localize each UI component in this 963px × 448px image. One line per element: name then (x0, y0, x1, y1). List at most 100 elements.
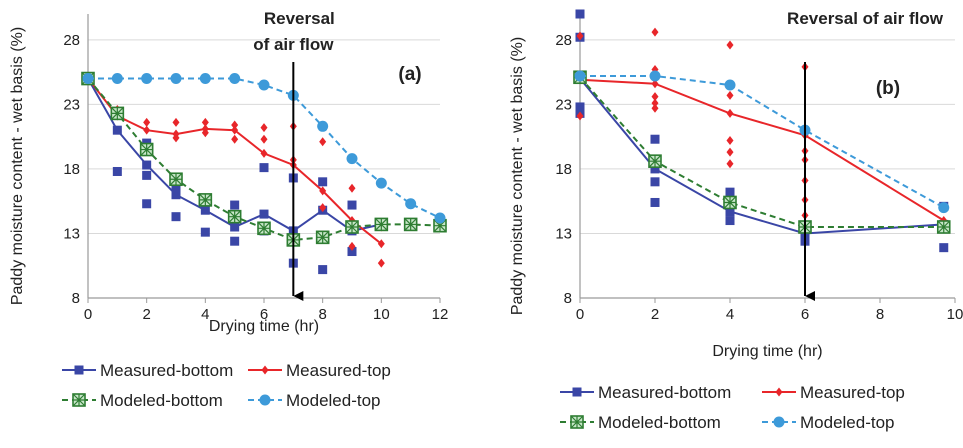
data-point-hatch (257, 221, 271, 235)
data-point (82, 73, 94, 85)
data-point (726, 108, 734, 118)
legend-marker (572, 387, 582, 397)
data-point-hatch (648, 154, 662, 168)
scatter-point (142, 170, 152, 180)
data-point (374, 217, 389, 232)
x-tick-label: 10 (373, 306, 390, 323)
data-point (936, 220, 951, 234)
data-point (345, 220, 359, 234)
scatter-point (348, 241, 356, 251)
data-point-hatch (140, 143, 154, 156)
scatter-point (260, 123, 268, 133)
y-tick-label: 13 (555, 225, 572, 242)
data-point (405, 198, 417, 210)
annotation-text: Reversal of air flow (787, 9, 944, 28)
y-tick-label: 8 (72, 290, 80, 307)
scatter-point (318, 177, 328, 187)
y-tick-label: 23 (555, 96, 572, 113)
x-tick-label: 0 (576, 306, 584, 323)
scatter-point (575, 9, 585, 19)
legend-marker (261, 365, 269, 375)
data-point (403, 217, 418, 232)
data-point (346, 153, 358, 165)
data-point (377, 239, 385, 249)
x-tick-label: 2 (651, 306, 659, 323)
data-point (649, 70, 661, 82)
legend-item: Measured-top (762, 383, 905, 402)
y-tick-label: 8 (564, 290, 572, 307)
scatter-point (230, 236, 240, 246)
data-point (375, 177, 387, 189)
data-point (258, 79, 270, 91)
legend-label: Measured-bottom (598, 383, 731, 402)
scatter-point (171, 183, 181, 193)
data-point-hatch (228, 210, 242, 224)
data-point (169, 172, 183, 187)
x-tick-label: 0 (84, 306, 92, 323)
annotation-line-1: Reversal (264, 9, 335, 28)
chart-panel-b: 8 13 18 23 28 0 2 4 6 8 10 Drying time (hr) Paddy mo… (509, 9, 963, 432)
data-point-hatch (110, 106, 124, 120)
data-point (200, 205, 210, 215)
scatter-point (200, 227, 210, 237)
series-measured-bottom (575, 9, 949, 253)
data-point-hatch (169, 172, 183, 186)
legend-label: Measured-top (286, 361, 391, 380)
data-point-hatch (433, 219, 447, 233)
scatter-point (726, 90, 734, 100)
data-point (317, 120, 329, 132)
data-point (170, 73, 182, 85)
data-point (260, 148, 268, 158)
scatter-point (939, 243, 949, 253)
legend-label: Modeled-top (800, 413, 895, 432)
scatter-point (575, 102, 585, 112)
data-point (725, 207, 735, 217)
series-measured-top (576, 27, 948, 232)
legend-label: Measured-bottom (100, 361, 233, 380)
scatter-point (142, 199, 152, 209)
legend-marker (72, 393, 86, 407)
data-point (230, 222, 240, 232)
data-point (651, 79, 659, 89)
series-modeled-top (82, 73, 446, 224)
data-point-hatch (316, 230, 330, 244)
data-point (143, 125, 151, 135)
data-point (723, 195, 737, 210)
data-point (112, 125, 122, 135)
data-point (319, 186, 327, 196)
scatter-point (650, 177, 660, 187)
data-point-hatch (374, 217, 388, 231)
data-point-hatch (937, 220, 951, 234)
x-tick-label: 2 (142, 306, 150, 323)
legend-label: Modeled-top (286, 391, 381, 410)
scatter-point (260, 134, 268, 144)
scatter-point (348, 183, 356, 193)
legend-item: Modeled-bottom (560, 413, 721, 432)
y-tick-label: 13 (63, 225, 80, 242)
data-point (110, 106, 125, 121)
scatter-point (651, 98, 659, 108)
data-point (227, 209, 242, 224)
data-point (198, 193, 213, 207)
x-tick-label: 8 (876, 306, 884, 323)
scatter-point (726, 159, 734, 169)
legend-label: Modeled-bottom (598, 413, 721, 432)
legend-marker-hatch (570, 415, 584, 429)
data-point (574, 70, 586, 82)
legend-item: Modeled-top (762, 413, 895, 432)
scatter-point (726, 40, 734, 50)
data-point-hatch (723, 196, 737, 209)
x-tick-label: 6 (801, 306, 809, 323)
data-point (938, 202, 950, 214)
scatter-point (172, 117, 180, 127)
legend-item: Measured-bottom (62, 361, 233, 380)
data-point (111, 73, 123, 85)
data-point-hatch (198, 193, 212, 207)
legend-item: Modeled-top (248, 391, 381, 410)
y-tick-label: 28 (63, 32, 80, 49)
scatter-point (377, 258, 385, 268)
scatter-point (231, 120, 239, 130)
data-point (434, 212, 446, 224)
scatter-point (726, 147, 734, 157)
